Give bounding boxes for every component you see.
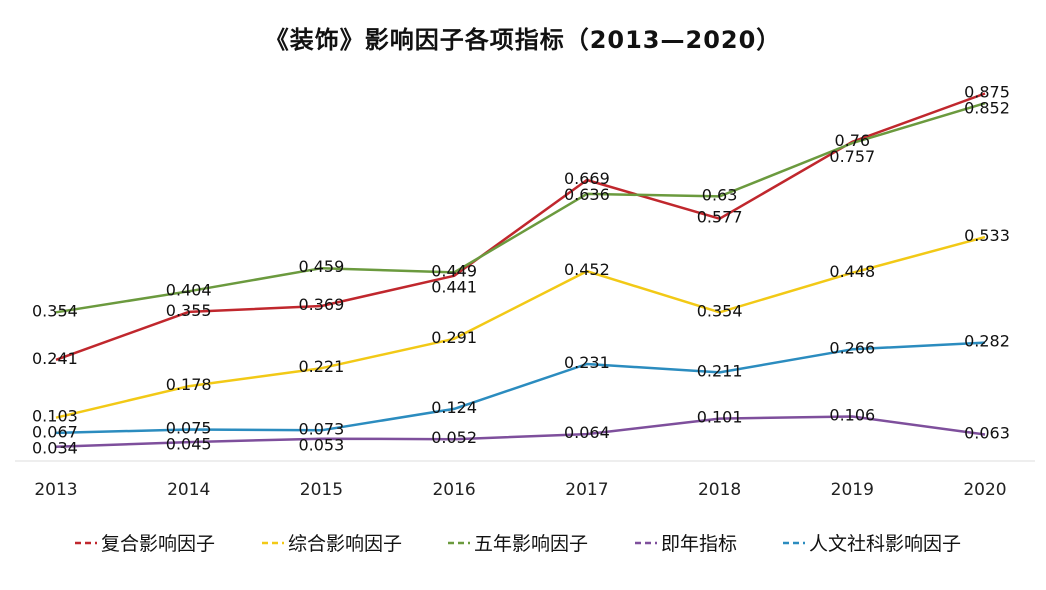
x-tick-label: 2020 [963, 480, 1006, 500]
data-label: 0.266 [829, 338, 875, 357]
data-label: 0.76 [834, 131, 870, 150]
data-label: 0.103 [32, 407, 78, 426]
data-label: 0.052 [431, 428, 477, 447]
data-label: 0.875 [964, 83, 1010, 102]
data-label: 0.354 [32, 301, 78, 320]
data-label: 0.355 [166, 301, 212, 320]
data-label: 0.101 [697, 408, 743, 427]
series-line-2 [55, 102, 986, 314]
x-tick-label: 2015 [300, 480, 343, 500]
data-label: 0.533 [964, 226, 1010, 245]
x-tick-label: 2019 [831, 480, 874, 500]
data-label: 0.241 [32, 349, 78, 368]
data-label: 0.448 [829, 262, 875, 281]
legend-label: 复合影响因子 [101, 533, 215, 555]
data-label: 0.577 [697, 208, 743, 227]
legend-label: 五年影响因子 [474, 533, 588, 555]
legend-item-2: 五年影响因子 [448, 533, 588, 555]
data-label: 0.053 [298, 435, 344, 454]
data-label: 0.404 [166, 280, 212, 299]
data-label: 0.354 [697, 301, 743, 320]
data-label: 0.291 [431, 328, 477, 347]
data-label: 0.369 [298, 295, 344, 314]
chart-title: 《装饰》影响因子各项指标（2013—2020） [264, 26, 782, 54]
x-tick-label: 2014 [167, 480, 210, 500]
data-label: 0.064 [564, 423, 610, 442]
data-label: 0.636 [564, 185, 610, 204]
data-label: 0.106 [829, 406, 875, 425]
data-label: 0.073 [298, 419, 344, 438]
data-label: 0.211 [697, 361, 743, 380]
legend-label: 人文社科影响因子 [809, 533, 961, 555]
data-label: 0.852 [964, 99, 1010, 118]
data-label: 0.231 [564, 353, 610, 372]
series-line-3 [55, 415, 986, 448]
legend-item-0: 复合影响因子 [75, 533, 215, 555]
x-tick-label: 2017 [565, 480, 608, 500]
data-label: 0.075 [166, 419, 212, 438]
data-label: 0.441 [431, 277, 477, 296]
data-label: 0.221 [298, 357, 344, 376]
series-line-0 [55, 92, 986, 361]
data-label: 0.034 [32, 439, 78, 458]
series-layer [55, 92, 986, 448]
series-line-1 [55, 235, 986, 419]
data-label: 0.449 [431, 261, 477, 280]
data-label: 0.452 [564, 260, 610, 279]
legend-label: 即年指标 [661, 533, 737, 555]
data-label: 0.124 [431, 398, 477, 417]
data-label: 0.063 [964, 424, 1010, 443]
x-tick-label: 2018 [698, 480, 741, 500]
data-label: 0.067 [32, 423, 78, 442]
data-label: 0.282 [964, 332, 1010, 351]
legend-item-1: 综合影响因子 [262, 533, 402, 555]
series-line-4 [55, 341, 986, 435]
x-tick-label: 2016 [432, 480, 475, 500]
data-label: 0.459 [298, 257, 344, 276]
legend-item-3: 即年指标 [635, 533, 737, 555]
legend-label: 综合影响因子 [288, 533, 402, 555]
data-label: 0.178 [166, 375, 212, 394]
x-tick-layer: 2013 2014 2015 2016 2017 2018 2019 2020 [34, 480, 1006, 500]
data-label: 0.045 [166, 435, 212, 454]
x-tick-label: 2013 [34, 480, 77, 500]
legend: 复合影响因子 综合影响因子 五年影响因子 即年指标 人文社科影响因子 [75, 533, 961, 555]
legend-item-4: 人文社科影响因子 [783, 533, 961, 555]
data-label: 0.757 [829, 147, 875, 166]
data-label: 0.669 [564, 169, 610, 188]
data-label: 0.63 [702, 185, 738, 204]
